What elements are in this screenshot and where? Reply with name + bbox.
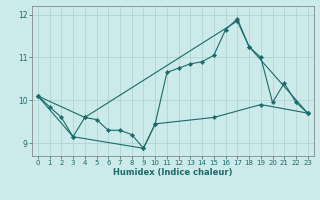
X-axis label: Humidex (Indice chaleur): Humidex (Indice chaleur) (113, 168, 233, 177)
